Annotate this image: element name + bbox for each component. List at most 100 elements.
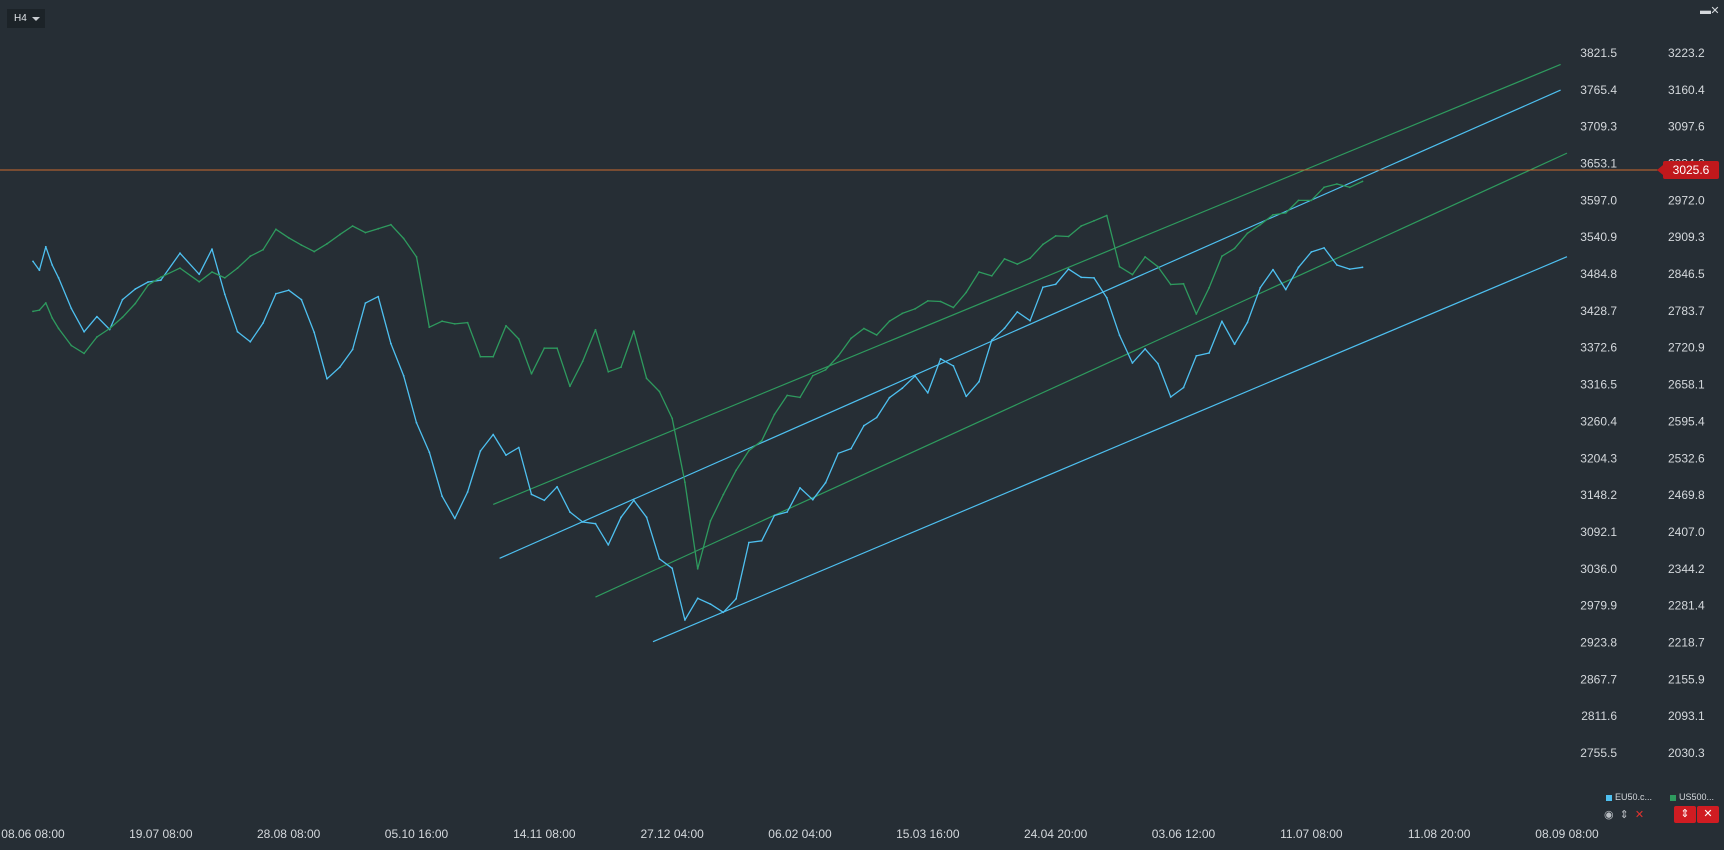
- data-point: [96, 315, 98, 318]
- data-point: [952, 306, 955, 309]
- data-point: [748, 541, 750, 544]
- y-left-tick-label: 2867.7: [1580, 672, 1617, 686]
- data-point: [799, 396, 801, 399]
- data-point: [696, 567, 699, 570]
- y-right-tick-label: 2658.1: [1668, 378, 1705, 392]
- timeframe-dropdown[interactable]: H4: [7, 9, 45, 28]
- x-tick-label: 11.07 08:00: [1280, 827, 1343, 841]
- data-point: [249, 255, 252, 258]
- data-point: [70, 344, 73, 347]
- data-point: [1284, 288, 1287, 291]
- close-panel-button[interactable]: ✕: [1697, 806, 1719, 823]
- data-point: [1131, 273, 1134, 276]
- data-point: [134, 302, 137, 305]
- data-point: [1233, 247, 1236, 250]
- data-point: [1310, 251, 1313, 253]
- data-point: [517, 446, 520, 449]
- minimize-icon[interactable]: ▬: [1700, 5, 1711, 17]
- data-point: [159, 276, 162, 279]
- sort-arrows-icon[interactable]: ⇕: [1619, 809, 1629, 821]
- y-left-tick-label: 3092.1: [1580, 525, 1617, 539]
- data-point: [1067, 268, 1070, 270]
- data-point: [607, 544, 610, 546]
- data-point: [198, 280, 201, 283]
- series-lines: [32, 180, 1364, 621]
- close-icon[interactable]: ✕: [1634, 809, 1645, 821]
- eye-icon[interactable]: ◉: [1604, 809, 1614, 821]
- y-left-tick-label: 3036.0: [1580, 562, 1617, 576]
- x-tick-label: 08.09 08:00: [1535, 827, 1599, 841]
- data-point: [1118, 265, 1121, 268]
- legend-item-eu50[interactable]: EU50.c...: [1606, 792, 1652, 802]
- data-point: [1105, 296, 1108, 299]
- y-right-tick-label: 2093.1: [1668, 709, 1705, 723]
- y-right-tick-label: 2281.4: [1668, 599, 1705, 613]
- data-point: [1144, 348, 1146, 350]
- y-left-tick-label: 3316.5: [1580, 378, 1617, 392]
- x-tick-label: 14.11 08:00: [513, 827, 576, 841]
- data-point: [505, 324, 507, 327]
- data-point: [1195, 313, 1198, 315]
- data-point: [1336, 183, 1338, 185]
- data-point: [850, 447, 852, 450]
- data-point: [275, 228, 277, 231]
- channel-line: [595, 152, 1568, 598]
- y-right-tick-label: 2344.2: [1668, 562, 1705, 576]
- data-point: [223, 277, 226, 279]
- data-point: [837, 355, 840, 357]
- channel-line: [499, 89, 1561, 559]
- data-point: [837, 452, 840, 455]
- y-right-tick-label: 2846.5: [1668, 267, 1705, 281]
- data-point: [287, 289, 290, 292]
- data-point: [1208, 286, 1210, 289]
- x-axis-labels: 08.06 08:00 19.07 08:00 28.08 08:00 05.10 1…: [1, 827, 1599, 841]
- x-tick-label: 27.12 04:00: [640, 827, 704, 841]
- y-left-tick-label: 3540.9: [1580, 230, 1617, 244]
- y-right-tick-label: 2407.0: [1668, 525, 1705, 539]
- data-point: [249, 340, 252, 343]
- data-point: [479, 355, 482, 358]
- data-point: [351, 225, 354, 227]
- data-point: [300, 298, 303, 301]
- data-point: [543, 499, 546, 502]
- data-point: [121, 316, 124, 319]
- data-point: [108, 327, 111, 330]
- data-point: [620, 366, 622, 369]
- data-point: [952, 365, 955, 367]
- close-window-icon[interactable]: ✕: [1710, 5, 1720, 17]
- data-point: [134, 288, 137, 290]
- data-point: [1080, 276, 1083, 279]
- data-point: [645, 377, 648, 380]
- indicator-tools: ◉ ⇕ ✕: [1604, 808, 1650, 821]
- data-point: [1348, 186, 1351, 189]
- data-point: [748, 449, 750, 452]
- data-point: [875, 334, 878, 336]
- data-point: [530, 372, 533, 375]
- data-point: [159, 279, 162, 282]
- data-point: [1221, 320, 1223, 323]
- legend-swatch: [1670, 794, 1676, 801]
- data-point: [1323, 186, 1325, 189]
- data-point: [556, 347, 558, 350]
- data-point: [38, 269, 41, 272]
- channel-line: [492, 63, 1561, 506]
- split-button[interactable]: ⇕: [1674, 806, 1696, 823]
- panel-buttons: ⇕ ✕: [1674, 804, 1720, 823]
- data-point: [1157, 362, 1159, 365]
- series-line: [32, 180, 1363, 570]
- legend-item-us500[interactable]: US500...: [1670, 792, 1714, 802]
- data-point: [377, 227, 380, 230]
- data-point: [338, 233, 341, 236]
- data-point: [466, 491, 469, 493]
- data-point: [1105, 214, 1108, 217]
- data-point: [83, 352, 85, 355]
- data-point: [658, 390, 661, 393]
- data-point: [1042, 243, 1044, 246]
- y-left-tick-label: 2755.5: [1580, 746, 1617, 760]
- data-point: [1080, 225, 1083, 227]
- data-point: [556, 485, 558, 488]
- data-point: [96, 336, 98, 338]
- y-left-tick-label: 3484.8: [1580, 267, 1617, 281]
